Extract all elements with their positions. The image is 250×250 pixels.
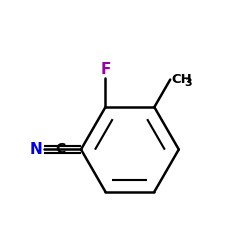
Text: C: C — [56, 142, 66, 156]
Text: N: N — [29, 142, 42, 157]
Text: 3: 3 — [184, 78, 192, 88]
Text: CH: CH — [172, 73, 192, 86]
Text: F: F — [100, 62, 111, 76]
